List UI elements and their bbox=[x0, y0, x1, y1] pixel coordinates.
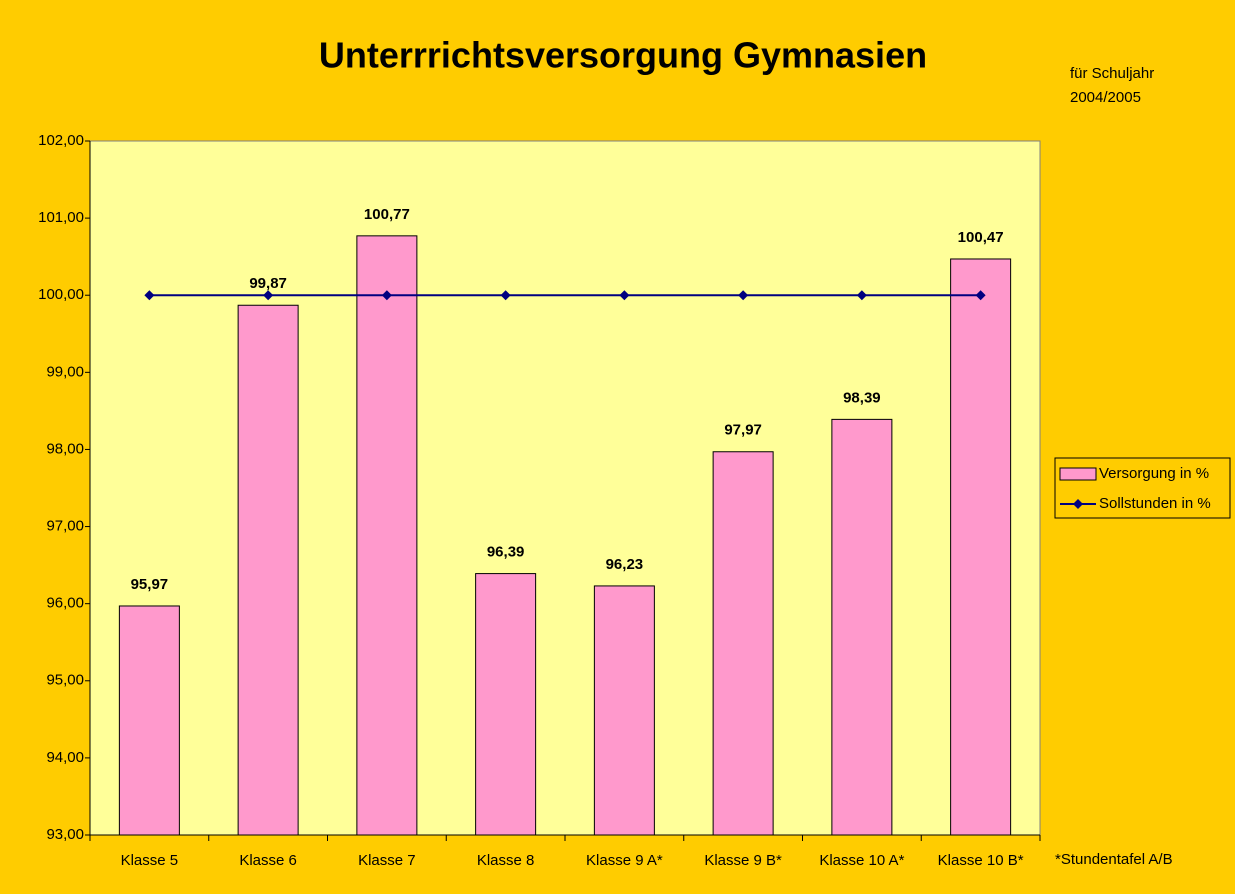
bar bbox=[593, 585, 655, 836]
y-tick-label: 99,00 bbox=[46, 363, 84, 380]
bar bbox=[831, 418, 893, 836]
legend-label: Versorgung in % bbox=[1099, 465, 1209, 482]
y-tick-label: 93,00 bbox=[46, 826, 84, 843]
bar bbox=[950, 258, 1012, 836]
legend-swatch bbox=[1059, 467, 1097, 481]
chart-title: Unterrrichtsversorgung Gymnasien bbox=[319, 35, 927, 76]
marker bbox=[263, 290, 274, 301]
plot-area bbox=[89, 140, 1041, 836]
bar bbox=[712, 451, 774, 836]
y-tick-label: 101,00 bbox=[38, 209, 84, 226]
legend-marker bbox=[1073, 499, 1083, 509]
marker bbox=[500, 290, 511, 301]
data-label: 95,97 bbox=[131, 576, 169, 593]
data-label: 97,97 bbox=[724, 422, 762, 439]
y-tick-label: 94,00 bbox=[46, 749, 84, 766]
x-tick-label: Klasse 10 B* bbox=[938, 852, 1024, 869]
x-tick-label: Klasse 7 bbox=[358, 852, 416, 869]
y-tick-label: 98,00 bbox=[46, 440, 84, 457]
annotation: *Stundentafel A/B bbox=[1055, 851, 1173, 868]
y-tick-label: 102,00 bbox=[38, 132, 84, 149]
marker bbox=[144, 290, 155, 301]
bar bbox=[118, 605, 180, 836]
marker bbox=[975, 290, 986, 301]
data-label: 100,47 bbox=[958, 229, 1004, 246]
x-tick-label: Klasse 6 bbox=[239, 852, 297, 869]
bar bbox=[356, 235, 418, 836]
x-tick-label: Klasse 9 A* bbox=[586, 852, 663, 869]
data-label: 98,39 bbox=[843, 389, 881, 406]
marker bbox=[381, 290, 392, 301]
y-tick-label: 95,00 bbox=[46, 672, 84, 689]
data-label: 100,77 bbox=[364, 206, 410, 223]
x-tick-label: Klasse 8 bbox=[477, 852, 535, 869]
data-label: 96,39 bbox=[487, 544, 525, 561]
marker bbox=[619, 290, 630, 301]
x-tick-label: Klasse 10 A* bbox=[819, 852, 904, 869]
y-tick-label: 100,00 bbox=[38, 286, 84, 303]
annotation: für Schuljahr bbox=[1070, 65, 1154, 82]
bar bbox=[475, 573, 537, 836]
x-tick-label: Klasse 5 bbox=[121, 852, 179, 869]
marker bbox=[856, 290, 867, 301]
legend-label: Sollstunden in % bbox=[1099, 495, 1211, 512]
marker bbox=[738, 290, 749, 301]
bar bbox=[237, 304, 299, 836]
data-label: 99,87 bbox=[249, 275, 287, 292]
data-label: 96,23 bbox=[606, 556, 644, 573]
x-tick-label: Klasse 9 B* bbox=[704, 852, 782, 869]
y-tick-label: 97,00 bbox=[46, 518, 84, 535]
annotation: 2004/2005 bbox=[1070, 89, 1141, 106]
y-tick-label: 96,00 bbox=[46, 595, 84, 612]
